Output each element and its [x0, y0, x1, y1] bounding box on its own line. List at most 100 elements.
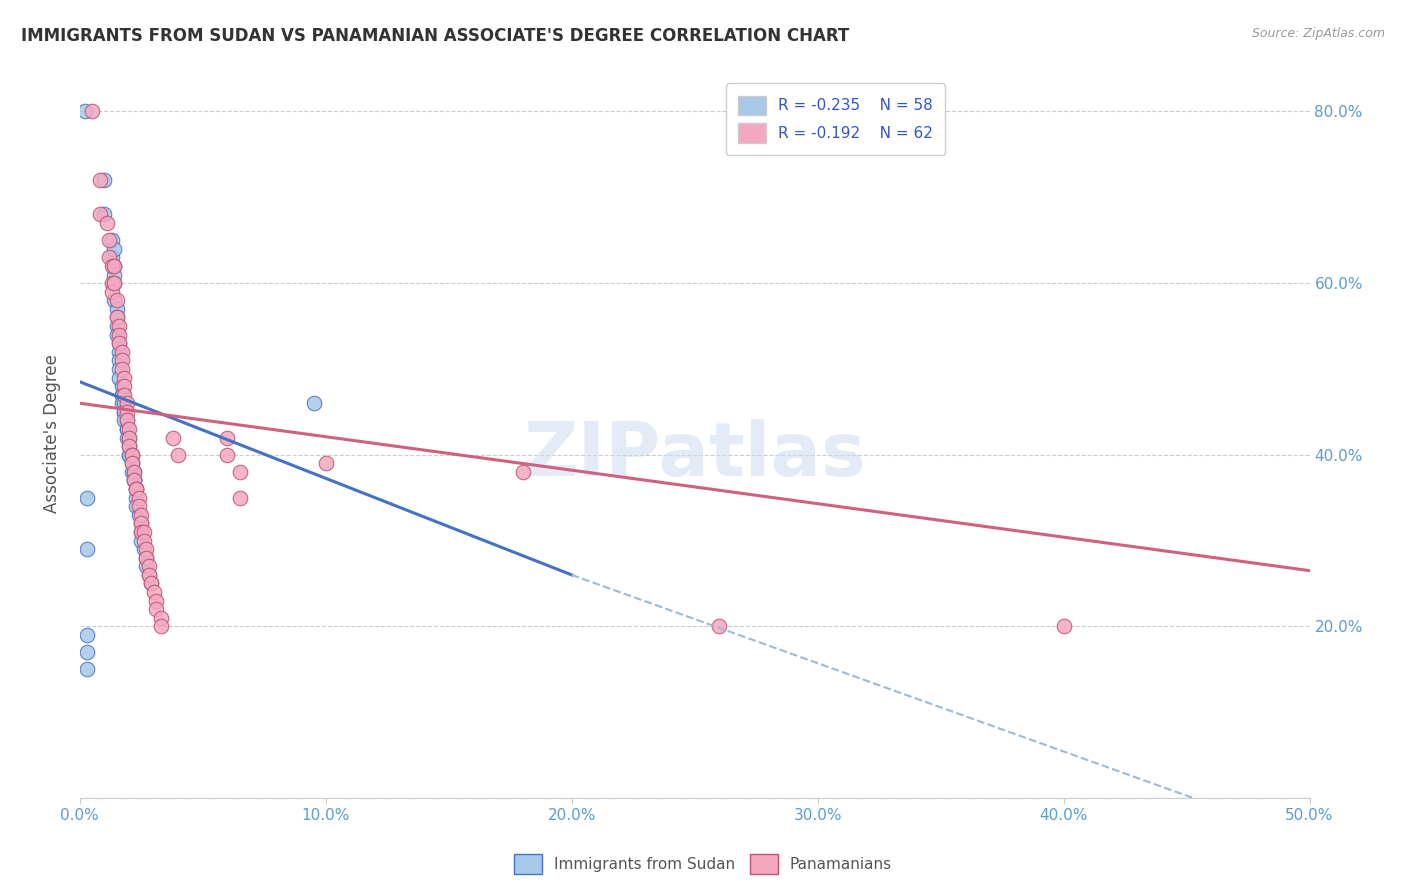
Point	[115, 405, 138, 419]
Point	[150, 611, 173, 625]
Point	[115, 431, 138, 445]
Point	[125, 482, 148, 496]
Point	[111, 396, 134, 410]
Point	[709, 619, 731, 633]
Point	[315, 456, 337, 470]
Point	[73, 104, 96, 119]
Point	[122, 465, 145, 479]
Point	[76, 542, 98, 557]
Y-axis label: Associate's Degree: Associate's Degree	[44, 354, 60, 513]
Point	[108, 362, 131, 376]
Point	[101, 276, 124, 290]
Point	[103, 276, 125, 290]
Point	[93, 207, 115, 221]
Point	[76, 491, 98, 505]
Point	[121, 456, 143, 470]
Point	[115, 413, 138, 427]
Point	[108, 353, 131, 368]
Point	[105, 327, 128, 342]
Text: IMMIGRANTS FROM SUDAN VS PANAMANIAN ASSOCIATE'S DEGREE CORRELATION CHART: IMMIGRANTS FROM SUDAN VS PANAMANIAN ASSO…	[21, 27, 849, 45]
Point	[112, 405, 135, 419]
Point	[103, 259, 125, 273]
Point	[121, 465, 143, 479]
Point	[132, 533, 155, 548]
Point	[125, 491, 148, 505]
Point	[138, 568, 160, 582]
Point	[138, 559, 160, 574]
Point	[122, 474, 145, 488]
Point	[1052, 619, 1074, 633]
Point	[112, 370, 135, 384]
Point	[118, 431, 141, 445]
Point	[105, 301, 128, 316]
Point	[135, 542, 157, 557]
Point	[135, 559, 157, 574]
Point	[125, 482, 148, 496]
Point	[103, 268, 125, 282]
Point	[135, 550, 157, 565]
Point	[101, 251, 124, 265]
Point	[105, 310, 128, 325]
Point	[128, 508, 150, 522]
Point	[112, 405, 135, 419]
Point	[105, 293, 128, 308]
Point	[122, 474, 145, 488]
Point	[118, 439, 141, 453]
Point	[150, 619, 173, 633]
Point	[76, 628, 98, 642]
Point	[118, 448, 141, 462]
Point	[76, 662, 98, 676]
Point	[141, 576, 163, 591]
Point	[115, 422, 138, 436]
Point	[101, 233, 124, 247]
Point	[112, 379, 135, 393]
Point	[101, 259, 124, 273]
Point	[82, 104, 104, 119]
Point	[111, 387, 134, 401]
Point	[103, 276, 125, 290]
Point	[132, 542, 155, 557]
Point	[103, 293, 125, 308]
Point	[131, 508, 153, 522]
Point	[122, 465, 145, 479]
Point	[118, 448, 141, 462]
Point	[112, 413, 135, 427]
Point	[141, 576, 163, 591]
Point	[108, 336, 131, 351]
Point	[145, 602, 167, 616]
Point	[98, 251, 121, 265]
Point	[135, 550, 157, 565]
Point	[108, 327, 131, 342]
Point	[131, 524, 153, 539]
Point	[101, 285, 124, 299]
Point	[89, 173, 111, 187]
Point	[115, 422, 138, 436]
Point	[131, 533, 153, 548]
Point	[105, 318, 128, 333]
Point	[111, 353, 134, 368]
Point	[93, 173, 115, 187]
Text: Source: ZipAtlas.com: Source: ZipAtlas.com	[1251, 27, 1385, 40]
Point	[108, 370, 131, 384]
Point	[111, 387, 134, 401]
Point	[111, 362, 134, 376]
Point	[108, 318, 131, 333]
Text: ZIPatlas: ZIPatlas	[523, 418, 866, 491]
Point	[112, 396, 135, 410]
Point	[131, 524, 153, 539]
Point	[167, 448, 190, 462]
Point	[108, 344, 131, 359]
Point	[108, 336, 131, 351]
Point	[103, 259, 125, 273]
Point	[98, 233, 121, 247]
Point	[118, 439, 141, 453]
Point	[125, 500, 148, 514]
Point	[142, 585, 165, 599]
Legend: Immigrants from Sudan, Panamanians: Immigrants from Sudan, Panamanians	[508, 848, 898, 880]
Point	[121, 448, 143, 462]
Point	[132, 524, 155, 539]
Point	[128, 491, 150, 505]
Point	[229, 465, 252, 479]
Point	[111, 379, 134, 393]
Legend: R = -0.235    N = 58, R = -0.192    N = 62: R = -0.235 N = 58, R = -0.192 N = 62	[727, 84, 945, 155]
